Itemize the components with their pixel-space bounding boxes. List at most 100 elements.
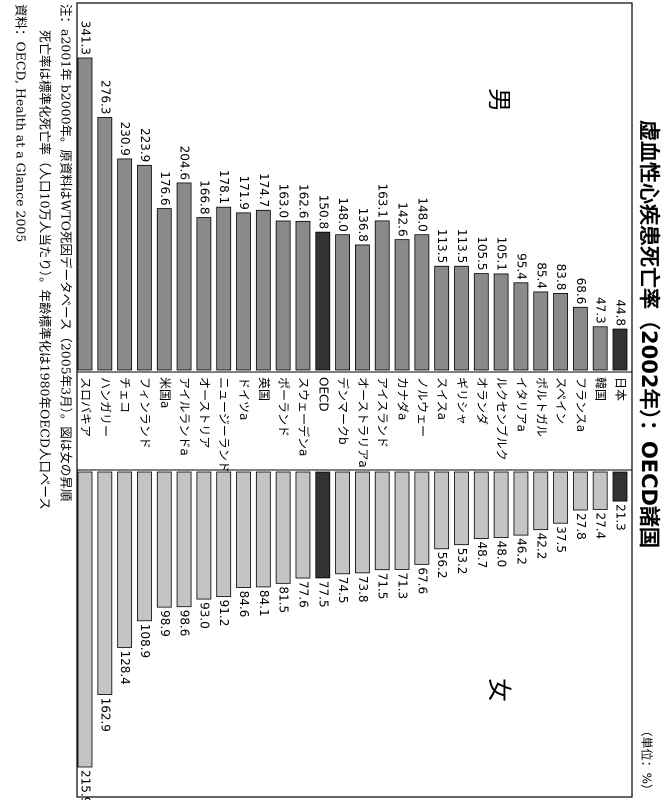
value-label: 136.8 <box>356 208 370 242</box>
value-label: 27.4 <box>594 512 608 539</box>
bar <box>236 471 251 588</box>
category-label: デンマークb <box>336 377 351 445</box>
bar <box>275 220 291 371</box>
bar <box>315 471 331 579</box>
bar <box>176 471 192 608</box>
bar <box>572 471 588 511</box>
bar <box>434 471 450 550</box>
bar <box>414 234 430 371</box>
bar <box>513 471 529 536</box>
frame <box>76 2 633 798</box>
bar <box>295 220 311 371</box>
bar <box>335 471 350 575</box>
category-label: アイルランドa <box>178 377 192 456</box>
bar <box>533 471 549 531</box>
bar <box>335 234 350 371</box>
value-label: 148.0 <box>336 197 350 231</box>
bar <box>414 471 430 565</box>
value-label: 53.2 <box>455 548 469 575</box>
value-label: 44.8 <box>614 299 628 326</box>
bar <box>97 117 113 371</box>
bar <box>394 239 410 371</box>
value-label: 77.5 <box>316 581 330 608</box>
bar <box>275 471 291 584</box>
value-label: 276.3 <box>98 80 112 114</box>
bar <box>216 206 232 371</box>
value-label: 215.9 <box>79 770 93 800</box>
category-label: フィンランド <box>138 377 152 449</box>
bar <box>612 328 628 371</box>
value-label: 46.2 <box>514 538 528 565</box>
category-label: フランスa <box>574 377 588 432</box>
bar <box>255 209 271 371</box>
value-label: 163.1 <box>376 184 390 218</box>
category-label: 韓国 <box>594 377 608 401</box>
bar <box>493 273 509 371</box>
bar <box>553 471 568 524</box>
legend-label: 女 <box>485 678 513 702</box>
category-label: ルクセンブルク <box>495 377 510 461</box>
note: 注：a2001年 b2000年。原資料はWTO死因データベース（2005年3月）… <box>59 4 74 502</box>
bar <box>533 291 549 371</box>
category-label: ノルウェー <box>415 377 429 437</box>
category-label: スペイン <box>554 377 568 424</box>
value-label: 83.8 <box>554 264 568 291</box>
bar <box>572 306 588 371</box>
value-label: 48.0 <box>495 541 509 568</box>
bar <box>513 282 529 371</box>
bar <box>216 471 232 598</box>
category-label: スウェーデンa <box>296 377 311 456</box>
value-label: 128.4 <box>118 650 132 684</box>
chart-title: 虚血性心疾患死亡率（2002年）：OECD諸国 <box>637 120 661 548</box>
value-label: 105.1 <box>495 237 509 271</box>
bar <box>473 471 489 539</box>
value-label: 37.5 <box>554 526 568 553</box>
value-label: 148.0 <box>415 197 429 231</box>
unit: （単位：%） <box>640 725 655 796</box>
value-label: 178.1 <box>217 170 231 204</box>
value-label: 98.9 <box>158 610 172 637</box>
bar <box>117 158 133 371</box>
note: 死亡率は標準化死亡率（人口10万人当たり）。年齢標準化は1980年OECD人口ベ… <box>38 30 53 510</box>
value-label: 162.9 <box>98 698 112 732</box>
category-label: 日本 <box>614 377 628 401</box>
value-label: 223.9 <box>138 128 152 162</box>
value-label: 204.6 <box>178 146 192 180</box>
value-label: 68.6 <box>574 278 588 305</box>
bar <box>176 182 192 371</box>
note: 資料：OECD, Health at a Glance 2005 <box>14 4 29 242</box>
value-label: 84.1 <box>257 590 271 617</box>
category-label: オランダ <box>475 377 490 425</box>
bar <box>374 220 390 371</box>
value-label: 85.4 <box>534 262 548 289</box>
category-label: オーストリア <box>197 377 211 448</box>
bar <box>315 231 331 371</box>
bar <box>117 471 133 648</box>
value-label: 163.0 <box>277 184 291 218</box>
value-label: 67.6 <box>415 567 429 594</box>
bar <box>156 208 172 371</box>
category-label: ポルトガル <box>534 377 548 437</box>
value-label: 93.0 <box>197 602 211 629</box>
category-label: スロバキア <box>79 377 93 437</box>
category-label: カナダa <box>396 377 411 420</box>
value-label: 91.2 <box>217 600 231 627</box>
legend-label: 男 <box>485 88 513 112</box>
value-label: 21.3 <box>614 504 628 531</box>
category-label: チェコ <box>118 377 132 413</box>
bar <box>493 471 509 538</box>
category-label: ニュージーランドb <box>217 377 231 480</box>
category-label: ハンガリー <box>98 377 112 437</box>
value-label: 95.4 <box>514 253 528 280</box>
bar <box>156 471 172 608</box>
value-label: 162.6 <box>296 184 310 218</box>
value-label: 48.7 <box>475 542 489 569</box>
value-label: 47.3 <box>594 297 608 324</box>
bar <box>196 217 212 371</box>
bar <box>394 471 410 570</box>
bar <box>97 471 113 695</box>
category-label: ドイツa <box>237 377 251 420</box>
value-label: 42.2 <box>534 533 548 560</box>
